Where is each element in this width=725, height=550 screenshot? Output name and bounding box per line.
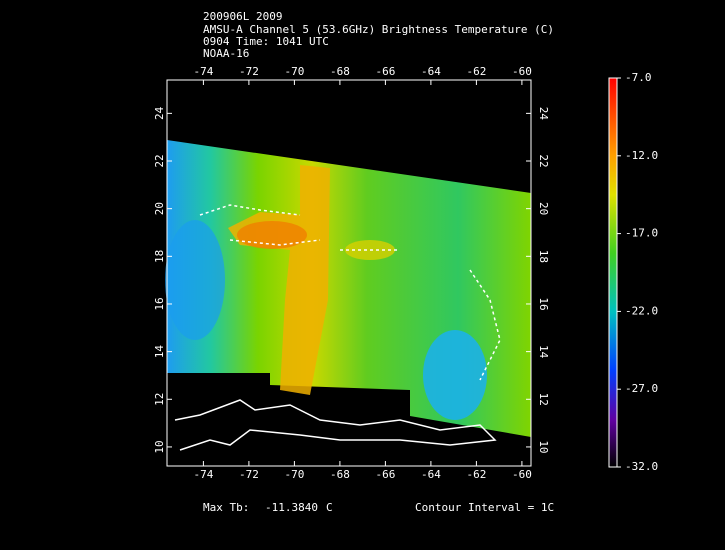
- lon-tick-label: -68: [330, 468, 350, 481]
- lon-tick-label: -70: [284, 468, 304, 481]
- lon-tick-label: -60: [512, 468, 532, 481]
- cold-patch: [165, 220, 225, 340]
- lon-tick-label: -64: [421, 65, 441, 78]
- lat-tick-label: 14: [537, 345, 550, 359]
- lon-tick-label: -66: [375, 468, 395, 481]
- title-line: 200906L 2009: [203, 10, 282, 23]
- lon-tick-label: -60: [512, 65, 532, 78]
- footer-unit: C: [326, 501, 333, 514]
- coastline: [174, 399, 497, 451]
- footer-label: Max Tb:: [203, 501, 249, 514]
- colorbar-tick-label: -22.0: [625, 304, 658, 317]
- lat-tick-label: 22: [537, 154, 550, 167]
- lon-tick-label: -72: [239, 65, 259, 78]
- lat-tick-label: 16: [153, 297, 166, 310]
- lon-tick-label: -64: [421, 468, 441, 481]
- lon-tick-label: -62: [466, 65, 486, 78]
- footer-contour: Contour Interval = 1C: [415, 501, 554, 514]
- colorbar-tick-label: -17.0: [625, 227, 658, 240]
- title-line: AMSU-A Channel 5 (53.6GHz) Brightness Te…: [203, 23, 554, 36]
- lat-tick-label: 20: [537, 202, 550, 215]
- lat-tick-label: 24: [537, 107, 550, 121]
- lat-tick-label: 10: [153, 440, 166, 453]
- lon-tick-label: -70: [284, 65, 304, 78]
- title: 200906L 2009 AMSU-A Channel 5 (53.6GHz) …: [203, 10, 554, 60]
- footer-value: -11.3840: [265, 501, 318, 514]
- lat-tick-label: 18: [537, 250, 550, 263]
- lat-tick-label: 12: [537, 393, 550, 406]
- lon-tick-label: -74: [193, 468, 213, 481]
- colorbar-tick-label: -27.0: [625, 382, 658, 395]
- lon-tick-label: -66: [375, 65, 395, 78]
- colorbar: [608, 77, 618, 468]
- title-line: 0904 Time: 1041 UTC: [203, 35, 329, 48]
- lat-tick-label: 14: [153, 345, 166, 359]
- warm-band: [228, 165, 330, 395]
- field: [165, 140, 531, 451]
- colorbar-tick-label: -32.0: [625, 460, 658, 473]
- lat-tick-label: 10: [537, 440, 550, 453]
- lat-tick-label: 18: [153, 250, 166, 263]
- lon-tick-label: -72: [239, 468, 259, 481]
- lat-tick-label: 12: [153, 393, 166, 406]
- lat-tick-label: 16: [537, 297, 550, 310]
- lon-tick-label: -62: [466, 468, 486, 481]
- map-frame: [166, 79, 532, 467]
- lat-tick-label: 22: [153, 154, 166, 167]
- footer: Max Tb: -11.3840 C Contour Interval = 1C: [203, 501, 554, 514]
- coastline: [199, 204, 501, 381]
- lat-tick-label: 24: [153, 106, 166, 120]
- lat-tick-label: 20: [153, 202, 166, 215]
- cold-patch: [423, 330, 487, 420]
- title-line: NOAA-16: [203, 47, 249, 60]
- lon-tick-label: -74: [193, 65, 213, 78]
- colorbar-tick-label: -7.0: [625, 71, 652, 84]
- colorbar-tick-label: -12.0: [625, 149, 658, 162]
- lon-tick-label: -68: [330, 65, 350, 78]
